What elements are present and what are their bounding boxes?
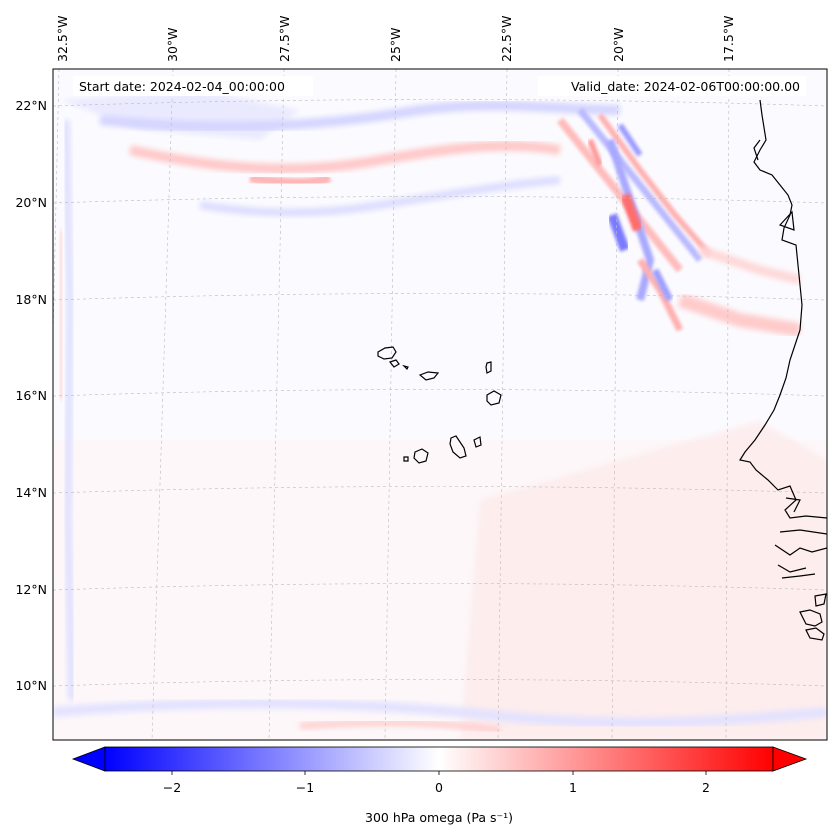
island-santo-antao [377,346,397,360]
island-maio [473,436,482,448]
lat-label: 20°N [15,195,47,210]
island-boa-vista [486,390,502,406]
africa-coastline [739,99,827,519]
map-frame [52,68,828,741]
colorbar-extend-high [772,746,808,772]
omega-field [53,90,827,740]
start-date-box [73,76,313,96]
cabo-verde-islands [377,346,502,464]
lat-label: 22°N [15,98,47,113]
island-sal [485,361,492,374]
island-sao-nicolau [418,371,440,381]
longitude-labels: 32.5°W 30°W 27.5°W 25°W 22.5°W 20°W 17.5… [55,16,736,62]
colorbar: −2 −1 0 1 2 300 hPa omega (Pa s⁻¹) [71,746,808,825]
colorbar-tick-label: 0 [435,780,443,795]
lat-label: 16°N [15,388,47,403]
lat-label: 12°N [15,582,47,597]
lon-label: 27.5°W [277,16,292,62]
island-brava [403,456,409,462]
lat-label: 14°N [15,485,47,500]
lon-label: 20°W [611,27,626,62]
colorbar-tick-label: 1 [569,780,577,795]
start-date-label: Start date: 2024-02-04_00:00:00 [79,79,285,94]
lon-label: 32.5°W [55,16,70,62]
valid-date-box [538,76,806,96]
island-fogo [413,448,429,464]
map-panel: Start date: 2024-02-04_00:00:00 Valid_da… [52,68,828,741]
colorbar-tick-label: −1 [296,780,314,795]
lon-label: 22.5°W [499,16,514,62]
lon-label: 25°W [388,27,403,62]
valid-date-label: Valid_date: 2024-02-06T00:00:00.00 [571,79,800,94]
coastlines [739,99,827,641]
graticule [53,69,827,740]
colorbar-extend-low [71,746,106,772]
island-santiago [449,435,467,459]
lat-label: 18°N [15,292,47,307]
lat-label: 10°N [15,678,47,693]
lon-label: 17.5°W [721,16,736,62]
colorbar-body [104,746,774,772]
island-santa-luzia [402,364,409,371]
colorbar-tick-label: −2 [163,780,181,795]
colorbar-label: 300 hPa omega (Pa s⁻¹) [365,810,513,825]
island-sao-vicente [388,359,400,368]
lon-label: 30°W [165,27,180,62]
latitude-labels: 22°N 20°N 18°N 16°N 14°N 12°N 10°N [15,98,47,693]
colorbar-tick-label: 2 [702,780,710,795]
